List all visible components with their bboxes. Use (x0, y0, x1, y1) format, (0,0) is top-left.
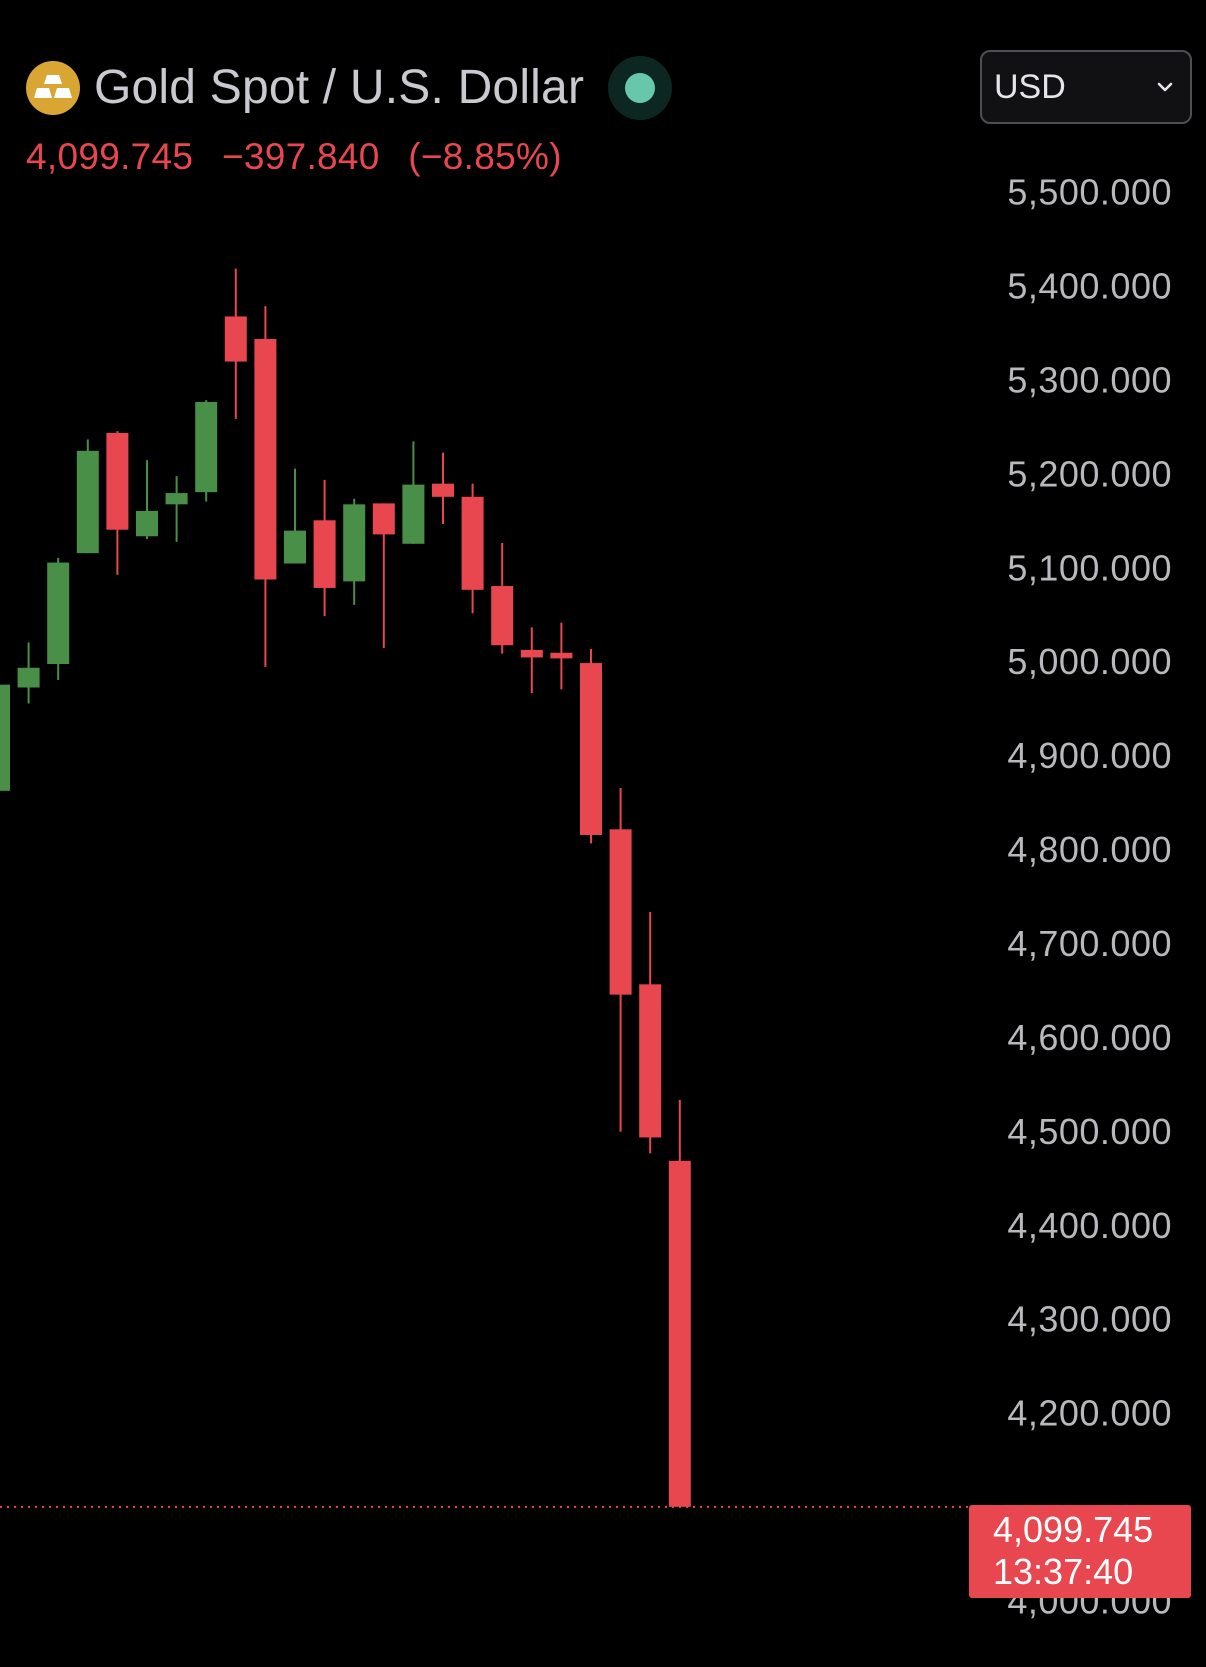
gold-bars-icon (26, 61, 80, 115)
candle[interactable] (47, 557, 70, 680)
candle[interactable] (254, 306, 277, 667)
candle-body (491, 586, 514, 646)
candle[interactable] (550, 622, 573, 690)
candle-body (224, 316, 247, 362)
candle[interactable] (343, 498, 366, 605)
candle-body (106, 432, 129, 530)
candle[interactable] (0, 684, 10, 791)
symbol-header[interactable]: Gold Spot / U.S. Dollar (26, 56, 673, 120)
candles-layer (0, 268, 691, 1507)
candle-body (343, 504, 366, 582)
last-price: 4,099.745 (26, 136, 194, 177)
candle[interactable] (136, 460, 158, 540)
y-axis-tick-label: 4,600.000 (1007, 1017, 1172, 1058)
candle[interactable] (76, 439, 99, 554)
candle-body (47, 562, 70, 665)
y-axis-tick-label: 4,800.000 (1007, 829, 1172, 870)
candle-body (580, 663, 602, 835)
y-axis-tick-label: 4,500.000 (1007, 1111, 1172, 1152)
candle-body (668, 1160, 691, 1507)
candle[interactable] (17, 642, 40, 704)
last-price-tag-value: 4,099.745 (993, 1509, 1154, 1550)
y-axis-tick-label: 5,200.000 (1007, 453, 1172, 494)
market-open-dot-icon (625, 73, 656, 103)
candle-body (402, 484, 425, 544)
y-axis-tick-label: 5,400.000 (1007, 265, 1172, 306)
candle-body (520, 649, 543, 658)
last-price-tag: 4,099.745 13:37:40 (969, 1505, 1191, 1598)
y-axis-tick-label: 5,000.000 (1007, 641, 1172, 682)
symbol-title[interactable]: Gold Spot / U.S. Dollar (94, 61, 585, 114)
candle[interactable] (639, 911, 662, 1154)
candle[interactable] (106, 431, 129, 575)
candle-body (639, 984, 662, 1138)
candle-body (136, 510, 158, 537)
y-axis-tick-label: 4,400.000 (1007, 1205, 1172, 1246)
candle-body (609, 829, 632, 995)
candle-body (0, 684, 10, 791)
y-axis-tick-label: 5,100.000 (1007, 547, 1172, 588)
candle-body (195, 401, 218, 493)
candle[interactable] (372, 503, 395, 649)
candle[interactable] (402, 441, 425, 544)
candle-body (550, 652, 573, 659)
price-change-percent: (−8.85%) (408, 136, 562, 177)
candle-body (372, 503, 395, 535)
currency-select[interactable]: USD (980, 50, 1192, 124)
candle[interactable] (461, 483, 484, 614)
price-summary: 4,099.745 −397.840 (−8.85%) (26, 134, 562, 180)
candle[interactable] (668, 1099, 691, 1507)
chevron-down-icon (1157, 82, 1173, 92)
candle[interactable] (284, 468, 306, 564)
currency-select-value: USD (994, 67, 1066, 106)
candle-body (461, 496, 484, 590)
y-axis-tick-label: 4,200.000 (1007, 1393, 1172, 1434)
y-axis: 5,500.000 5,400.000 5,300.000 5,200.000 5,10… (1007, 172, 1172, 1622)
candle[interactable] (520, 627, 543, 694)
y-axis-tick-label: 4,300.000 (1007, 1299, 1172, 1340)
candle-countdown: 13:37:40 (993, 1551, 1134, 1592)
candle-body (432, 483, 454, 497)
candle-body (165, 493, 188, 505)
y-axis-tick-label: 4,900.000 (1007, 735, 1172, 776)
market-status-indicator[interactable] (608, 56, 673, 120)
candle[interactable] (224, 268, 247, 419)
candle[interactable] (491, 542, 514, 654)
candle-body (284, 530, 306, 564)
candle-body (17, 667, 40, 688)
price-change: −397.840 (221, 136, 380, 177)
candle[interactable] (313, 479, 336, 617)
candle[interactable] (609, 788, 632, 1132)
candle-body (254, 339, 277, 580)
candle[interactable] (432, 452, 454, 525)
y-axis-tick-label: 5,500.000 (1007, 172, 1172, 213)
y-axis-tick-label: 5,300.000 (1007, 359, 1172, 400)
candle-body (313, 520, 336, 588)
candle[interactable] (165, 476, 188, 542)
candle[interactable] (195, 400, 218, 502)
y-axis-tick-label: 4,700.000 (1007, 923, 1172, 964)
candle[interactable] (580, 648, 602, 844)
candle-body (76, 450, 99, 554)
